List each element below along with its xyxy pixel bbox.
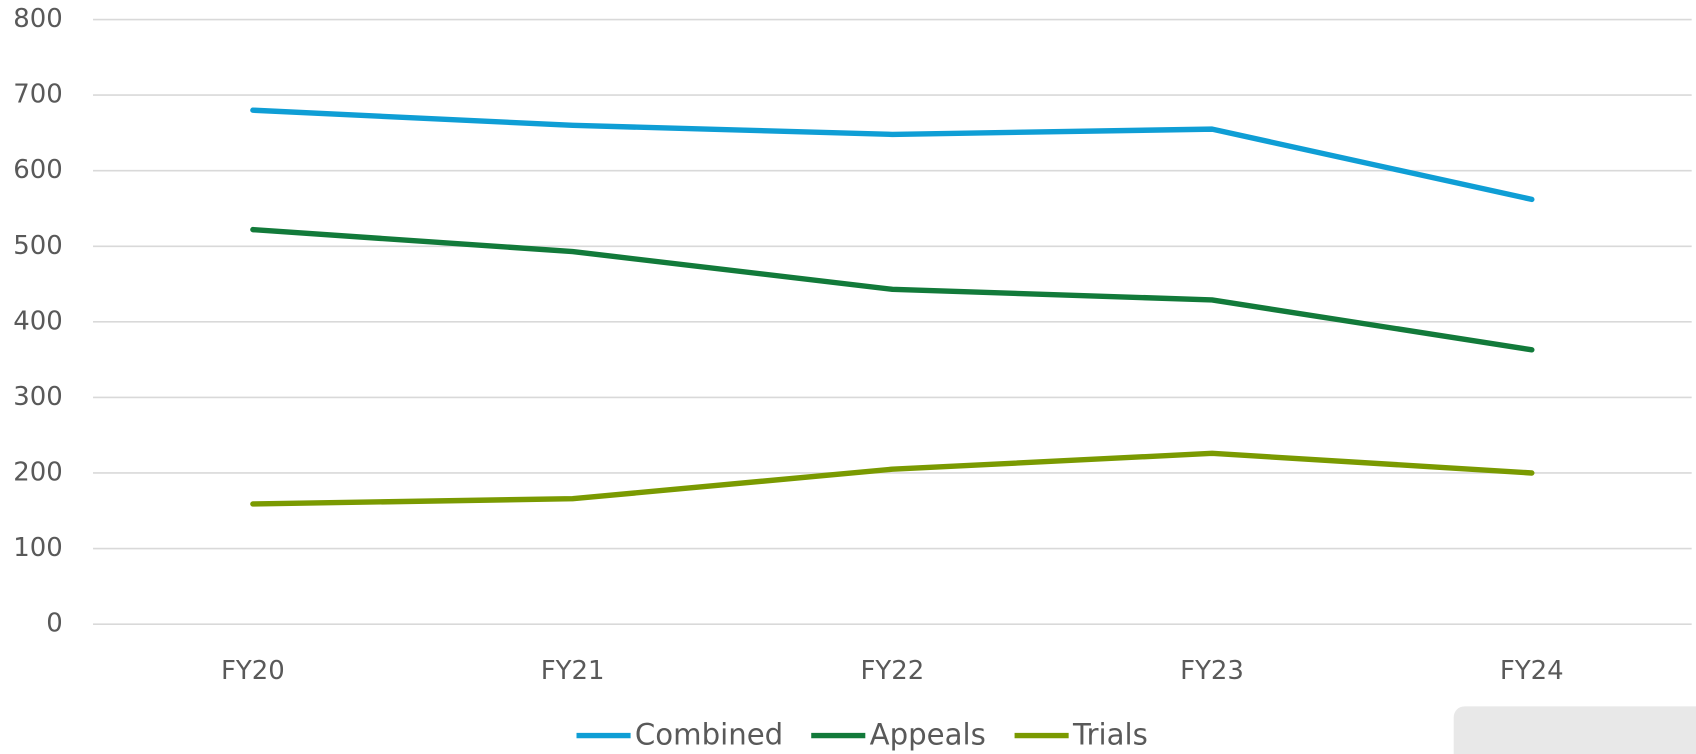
y-tick-label: 400 (13, 306, 63, 336)
series-line (250, 107, 1535, 203)
y-tick-label: 0 (46, 609, 63, 639)
legend-label: Appeals (870, 718, 986, 752)
x-tick-label: FY23 (1180, 656, 1244, 686)
series-line (250, 226, 1535, 353)
y-tick-label: 800 (13, 4, 63, 34)
legend-label: Combined (635, 718, 783, 752)
x-tick-label: FY20 (221, 656, 285, 686)
x-tick-label: FY22 (860, 656, 924, 686)
legend-label: Trials (1072, 718, 1148, 752)
y-tick-label: 500 (13, 231, 63, 261)
watermark (1453, 706, 1696, 754)
y-tick-label: 600 (13, 155, 63, 185)
y-tick-label: 700 (13, 80, 63, 110)
series-line (250, 450, 1535, 507)
y-tick-label: 300 (13, 382, 63, 412)
x-tick-label: FY21 (541, 656, 605, 686)
x-tick-label: FY24 (1500, 656, 1564, 686)
y-tick-label: 200 (13, 457, 63, 487)
y-tick-label: 100 (13, 533, 63, 563)
